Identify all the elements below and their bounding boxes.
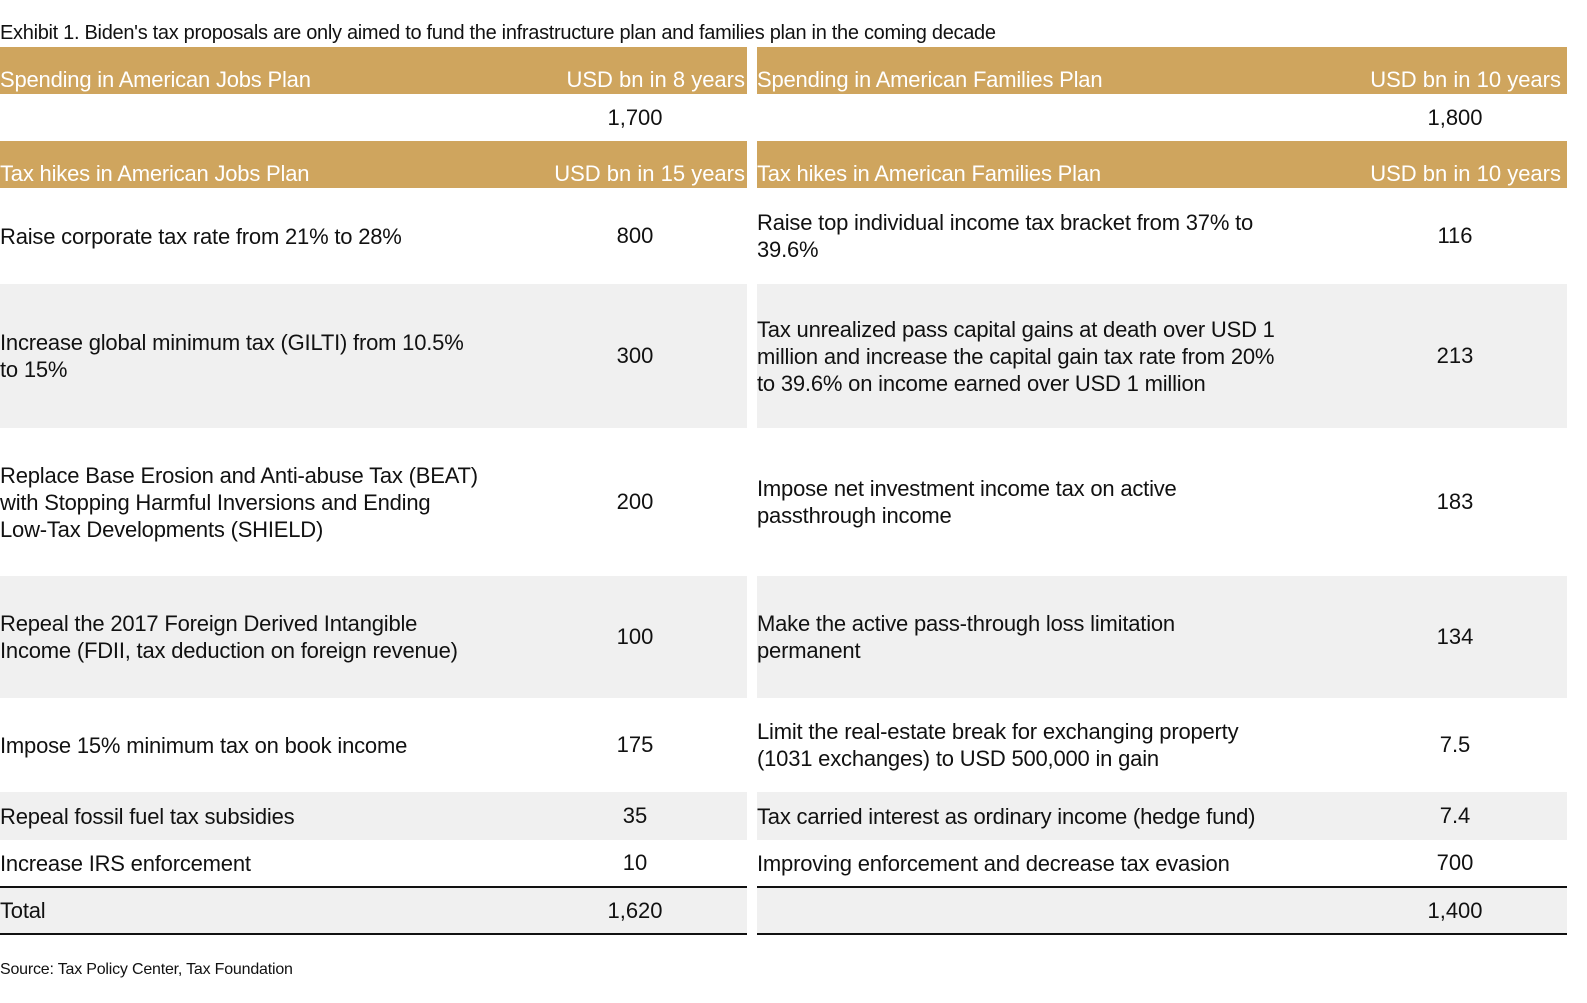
families-spending-row: 1,800 [757,94,1567,141]
row-label: Make the active pass-through loss limita… [757,611,1175,663]
row-value: 7.5 [1439,732,1471,757]
row-label: Repeal fossil fuel tax subsidies [0,803,295,829]
row-value: 116 [1437,223,1473,248]
total-value: 1,400 [1427,897,1483,923]
row-value: 200 [616,489,654,514]
row-value: 35 [622,803,648,828]
row-value: 100 [616,624,654,649]
families-spending-value: 1,800 [1427,104,1483,130]
row-label: Repeal the 2017 Foreign Derived Intangib… [0,611,458,663]
row-value: 183 [1436,489,1474,514]
row-label: Increase IRS enforcement [0,850,251,876]
header-label: Spending in American Families Plan [757,67,1103,92]
table-row: Limit the real-estate break for exchangi… [757,698,1567,792]
total-label: Total [0,898,46,923]
header-unit: USD bn in 10 years [1370,67,1561,92]
row-value: 10 [622,850,648,875]
header-label: Spending in American Jobs Plan [0,67,311,92]
families-tax-header: Tax hikes in American Families Plan USD … [757,141,1567,188]
total-row: Total 1,620 [0,886,747,935]
header-unit: USD bn in 15 years [554,161,745,186]
table-row: Raise top individual income tax bracket … [757,188,1567,284]
exhibit-title: Exhibit 1. Biden's tax proposals are onl… [0,22,996,44]
jobs-plan-table: Spending in American Jobs Plan USD bn in… [0,47,747,935]
row-label: Tax carried interest as ordinary income … [757,803,1256,829]
jobs-spending-value: 1,700 [607,104,663,130]
row-label: Increase global minimum tax (GILTI) from… [0,330,464,382]
table-row: Tax unrealized pass capital gains at dea… [757,284,1567,428]
table-row: Repeal the 2017 Foreign Derived Intangib… [0,576,747,698]
header-unit: USD bn in 8 years [566,67,745,92]
row-label: Impose 15% minimum tax on book income [0,732,408,758]
table-row: Increase IRS enforcement 10 [0,840,747,886]
header-label: Tax hikes in American Families Plan [757,161,1101,186]
row-value: 7.4 [1439,803,1471,828]
source-note: Source: Tax Policy Center, Tax Foundatio… [0,961,293,978]
table-row: Replace Base Erosion and Anti-abuse Tax … [0,428,747,576]
table-row: Impose net investment income tax on acti… [757,428,1567,576]
families-plan-table: Spending in American Families Plan USD b… [757,47,1567,935]
row-label: Raise top individual income tax bracket … [757,210,1254,262]
row-value: 700 [1436,850,1474,875]
families-spending-header: Spending in American Families Plan USD b… [757,47,1567,94]
table-row: Repeal fossil fuel tax subsidies 35 [0,792,747,840]
jobs-spending-header: Spending in American Jobs Plan USD bn in… [0,47,747,94]
row-value: 213 [1436,343,1474,368]
total-row: 1,400 [757,886,1567,935]
row-label: Raise corporate tax rate from 21% to 28% [0,223,402,249]
table-row: Improving enforcement and decrease tax e… [757,840,1567,886]
row-value: 300 [616,343,654,368]
row-label: Impose net investment income tax on acti… [757,476,1177,528]
row-label: Improving enforcement and decrease tax e… [757,850,1230,876]
header-label: Tax hikes in American Jobs Plan [0,161,310,186]
row-label: Tax unrealized pass capital gains at dea… [757,316,1275,396]
jobs-tax-header: Tax hikes in American Jobs Plan USD bn i… [0,141,747,188]
table-row: Make the active pass-through loss limita… [757,576,1567,698]
jobs-spending-row: 1,700 [0,94,747,141]
table-row: Raise corporate tax rate from 21% to 28%… [0,188,747,284]
row-value: 134 [1436,624,1474,649]
row-label: Replace Base Erosion and Anti-abuse Tax … [0,462,478,542]
row-value: 175 [616,732,654,757]
table-row: Impose 15% minimum tax on book income 175 [0,698,747,792]
total-value: 1,620 [607,897,663,923]
header-unit: USD bn in 10 years [1370,161,1561,186]
row-value: 800 [616,223,654,248]
row-label: Limit the real-estate break for exchangi… [757,719,1239,771]
table-row: Increase global minimum tax (GILTI) from… [0,284,747,428]
table-row: Tax carried interest as ordinary income … [757,792,1567,840]
